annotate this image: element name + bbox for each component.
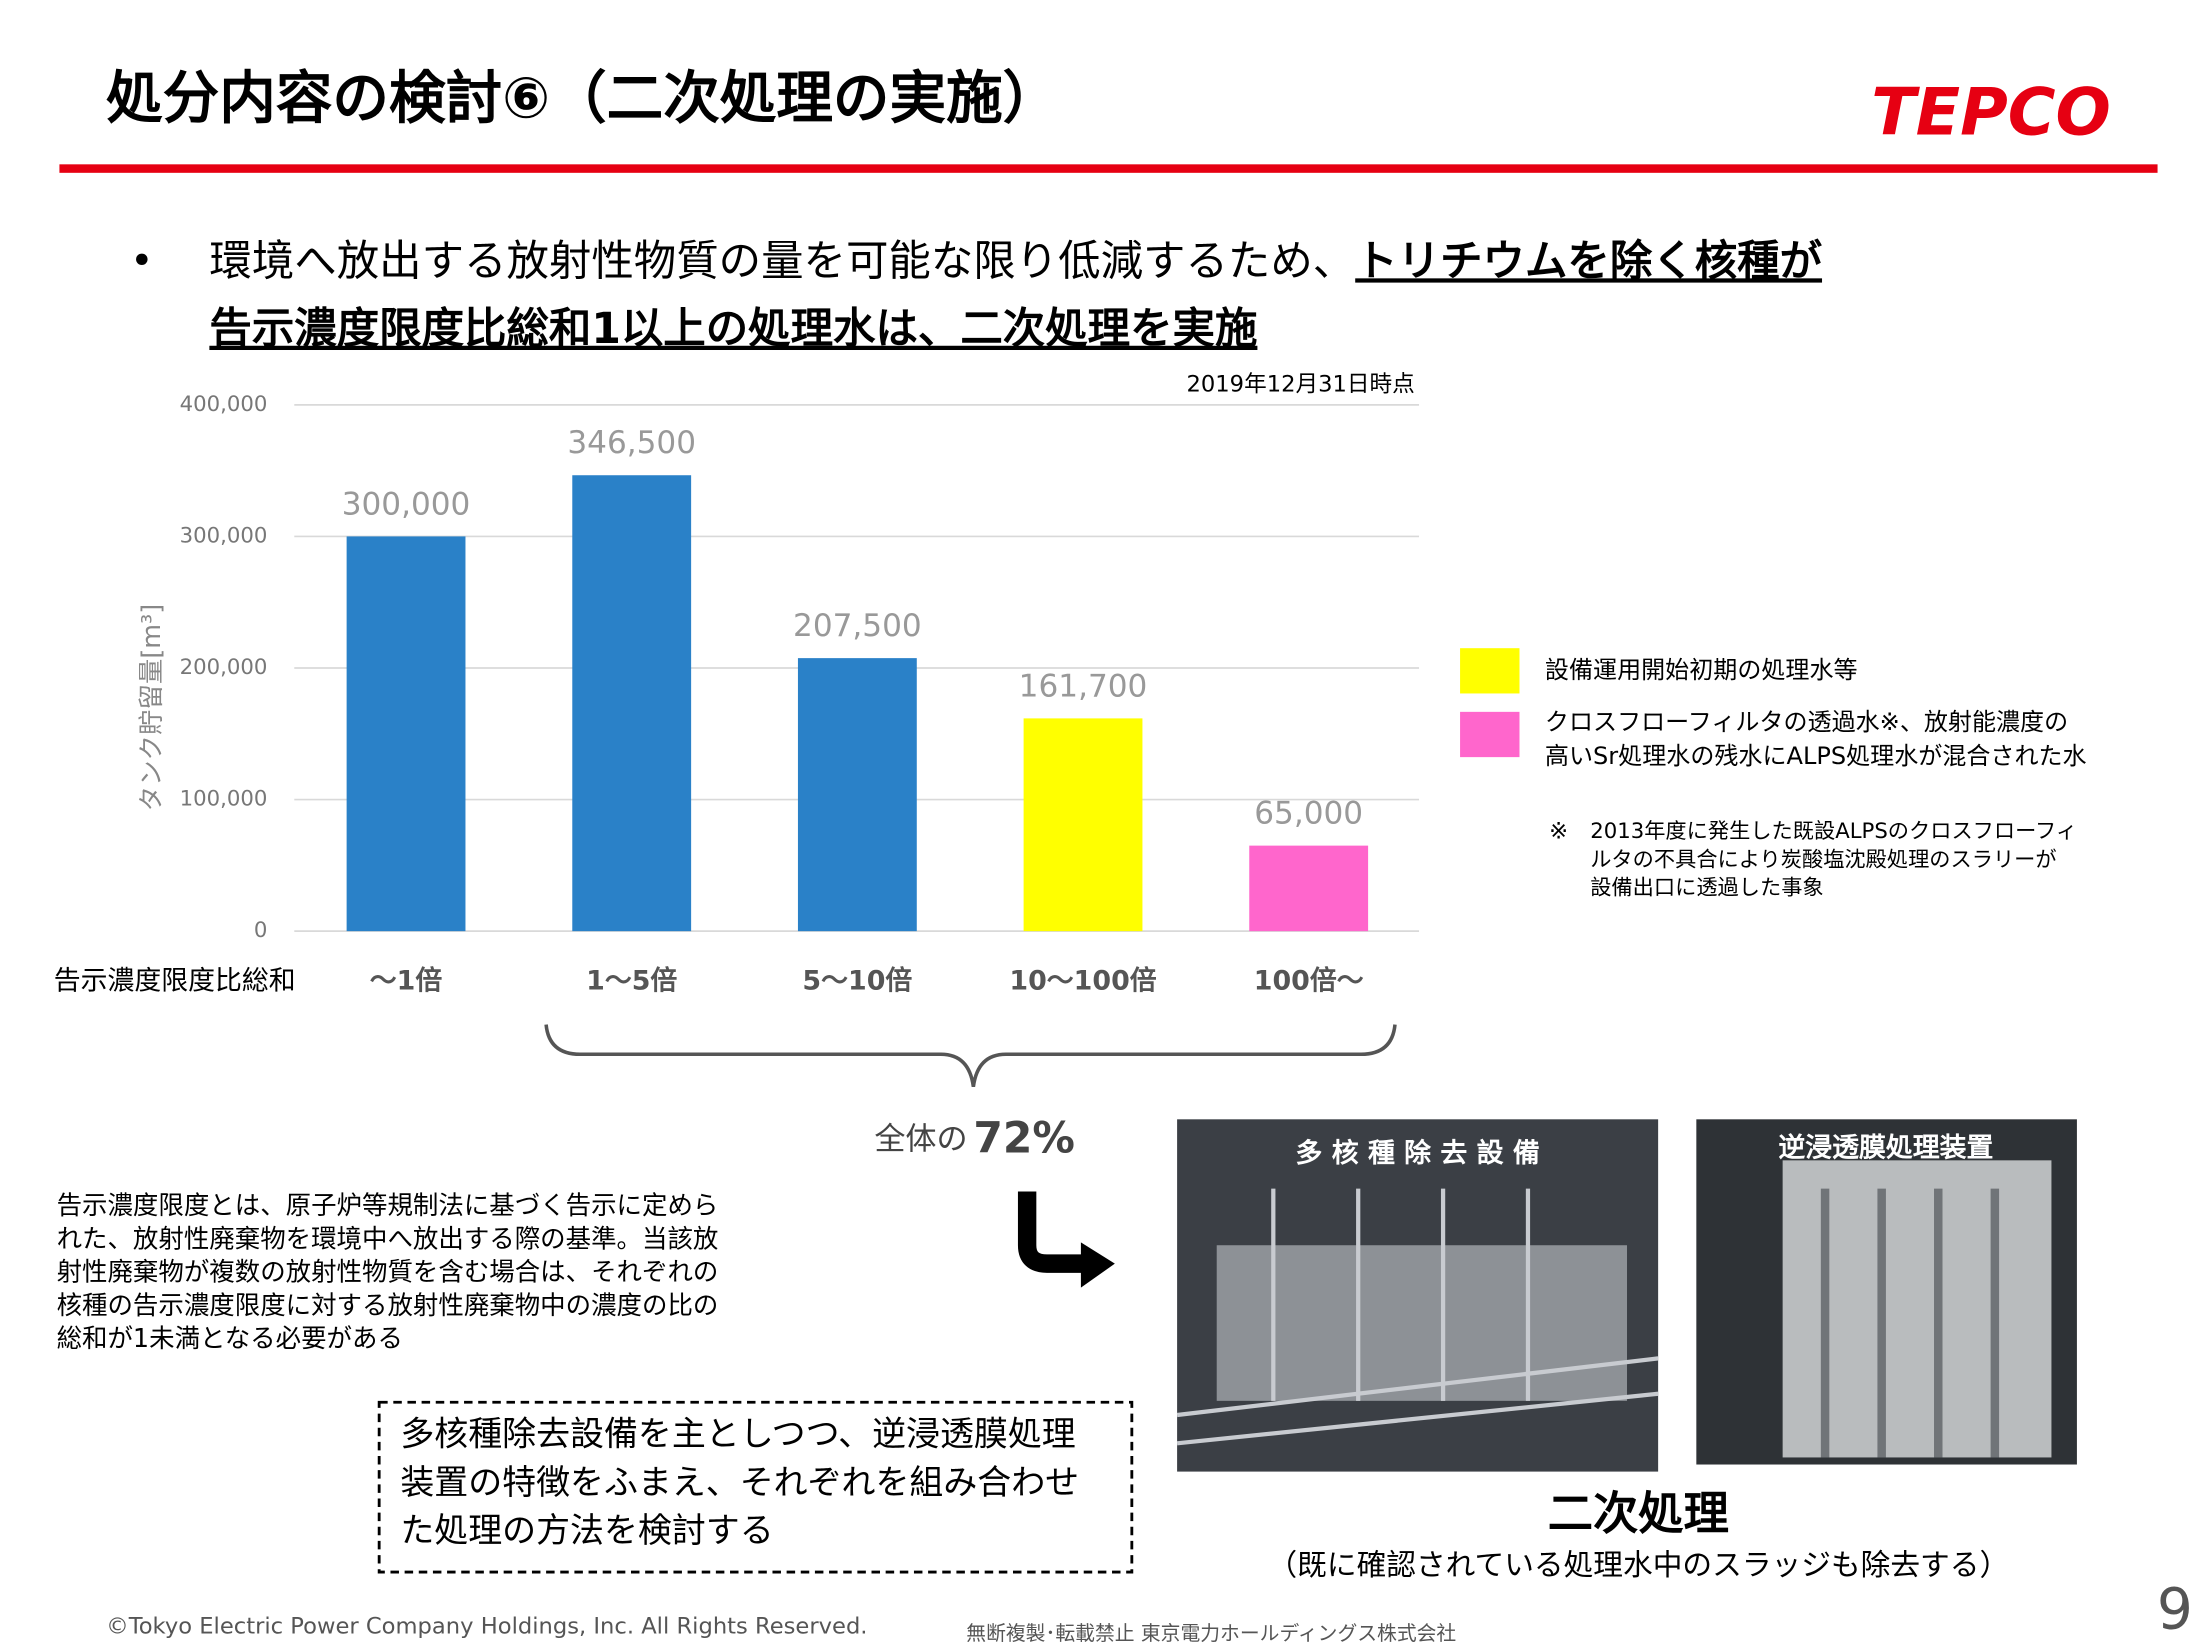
chart-note: 2019年12月31日時点 bbox=[1186, 372, 1414, 398]
copyright: ©Tokyo Electric Power Company Holdings, … bbox=[106, 1614, 867, 1640]
bar bbox=[1249, 845, 1369, 932]
bar bbox=[346, 536, 466, 932]
photo-equipment bbox=[1216, 1245, 1628, 1401]
x-tick-label: ～1倍 bbox=[370, 965, 443, 997]
arrow bbox=[1017, 1191, 1084, 1273]
text-line: 多核種除去設備を主としつつ、逆浸透膜処理 bbox=[400, 1415, 1075, 1455]
brace bbox=[544, 1024, 1397, 1088]
footnote-mark: ※ bbox=[1549, 819, 1568, 845]
secondary-subtitle: （既に確認されている処理水中のスラッジも除去する） bbox=[1267, 1548, 2009, 1583]
y-tick-label: 400,000 bbox=[180, 392, 268, 417]
text-line: 装置の特徴をふまえ、それぞれを組み合わせ bbox=[400, 1463, 1079, 1503]
photo-label: 逆浸透膜処理装置 bbox=[1778, 1132, 1993, 1164]
definition: 告示濃度限度とは、原子炉等規制法に基づく告示に定められた、放射性廃棄物を環境中へ… bbox=[57, 1191, 719, 1354]
photo-detail bbox=[1820, 1188, 2000, 1458]
notice: 無断複製･転載禁止 東京電力ホールディングス株式会社 bbox=[966, 1622, 1456, 1643]
bar bbox=[572, 475, 692, 932]
header-rule bbox=[59, 164, 2158, 173]
page-number: 9 bbox=[2157, 1577, 2193, 1643]
x-tick-label: 100倍～ bbox=[1254, 965, 1364, 997]
legend-label: 設備運用開始初期の処理水等 bbox=[1545, 656, 1858, 684]
legend-label: クロスフローフィルタの透過水※、放射能濃度の bbox=[1545, 708, 2068, 736]
secondary-title: 二次処理 bbox=[1548, 1487, 1729, 1540]
bullet-emphasis: トリチウムを除く核種が bbox=[1355, 237, 1822, 286]
text-line: 射性廃棄物が複数の放射性物質を含む場合は、それぞれの bbox=[57, 1258, 719, 1288]
text-line: 核種の告示濃度限度に対する放射性廃棄物中の濃度の比の bbox=[57, 1291, 719, 1321]
bullet-text: 環境へ放出する放射性物質の量を可能な限り低減するため、 bbox=[209, 237, 1355, 286]
y-tick-label: 0 bbox=[254, 918, 268, 943]
bar bbox=[1023, 718, 1143, 932]
x-tick-label: 5～10倍 bbox=[802, 965, 912, 997]
text-line: 設備出口に透過した事象 bbox=[1590, 876, 1823, 901]
x-axis-title: 告示濃度限度比総和 bbox=[54, 966, 296, 997]
photo-label: 多 核 種 除 去 設 備 bbox=[1295, 1137, 1539, 1169]
photo: 逆浸透膜処理装置 bbox=[1696, 1119, 2077, 1465]
legend-swatch bbox=[1460, 648, 1520, 694]
text-line: 総和が1未満となる必要がある bbox=[57, 1324, 403, 1354]
title: 処分内容の検討⑥（二次処理の実施） bbox=[106, 66, 1059, 132]
value-label: 65,000 bbox=[1254, 795, 1363, 831]
bullet-line: 環境へ放出する放射性物質の量を可能な限り低減するため、トリチウムを除く核種が bbox=[209, 237, 1822, 286]
summary-box bbox=[377, 1400, 1134, 1574]
arrow-head bbox=[1080, 1242, 1115, 1288]
value-label: 300,000 bbox=[342, 486, 471, 522]
share: 全体の 72% bbox=[874, 1114, 1075, 1163]
bar bbox=[797, 658, 917, 932]
photo: 多 核 種 除 去 設 備 bbox=[1176, 1119, 1659, 1472]
legend-swatch bbox=[1460, 711, 1520, 758]
bullet-dot: • bbox=[130, 238, 153, 284]
value-label: 161,700 bbox=[1019, 668, 1148, 704]
bullet-emphasis: 告示濃度限度比総和1以上の処理水は、二次処理を実施 bbox=[209, 305, 1257, 354]
photo-detail bbox=[1176, 1188, 1659, 1446]
chart: 0 100,000 200,000 300,000 400,000 300,000 ～1倍 3… bbox=[180, 392, 1420, 997]
y-tick-label: 100,000 bbox=[180, 787, 268, 812]
text-line: 2013年度に発生した既設ALPSのクロスフローフィ bbox=[1590, 819, 2077, 844]
value-label: 207,500 bbox=[793, 608, 922, 644]
text-line: 告示濃度限度とは、原子炉等規制法に基づく告示に定めら bbox=[57, 1191, 719, 1221]
share-value: 72% bbox=[973, 1114, 1075, 1163]
text-line: れた、放射性廃棄物を環境中へ放出する際の基準。当該放 bbox=[57, 1224, 719, 1254]
legend-label: 高いSr処理水の残水にALPS処理水が混合された水 bbox=[1545, 742, 2087, 770]
value-label: 346,500 bbox=[567, 425, 696, 461]
text-line: た処理の方法を検討する bbox=[400, 1511, 773, 1551]
y-tick-label: 300,000 bbox=[180, 523, 268, 548]
x-tick-label: 10～100倍 bbox=[1009, 965, 1156, 997]
summary-text: 多核種除去設備を主としつつ、逆浸透膜処理装置の特徴をふまえ、それぞれを組み合わせ… bbox=[400, 1415, 1079, 1551]
share-prefix: 全体の bbox=[874, 1122, 967, 1158]
x-tick-label: 1～5倍 bbox=[586, 965, 677, 997]
logo: TEPCO bbox=[1871, 75, 2111, 150]
footnote: 2013年度に発生した既設ALPSのクロスフローフィルタの不具合により炭酸塩沈殿… bbox=[1590, 819, 2077, 901]
legend: 設備運用開始初期の処理水等クロスフローフィルタの透過水※、放射能濃度の高いSr処… bbox=[1460, 648, 2087, 770]
y-tick-label: 200,000 bbox=[180, 655, 268, 680]
text-line: ルタの不具合により炭酸塩沈殿処理のスラリーが bbox=[1590, 847, 2056, 872]
y-axis-title: タンク貯留量[m³] bbox=[137, 604, 167, 812]
